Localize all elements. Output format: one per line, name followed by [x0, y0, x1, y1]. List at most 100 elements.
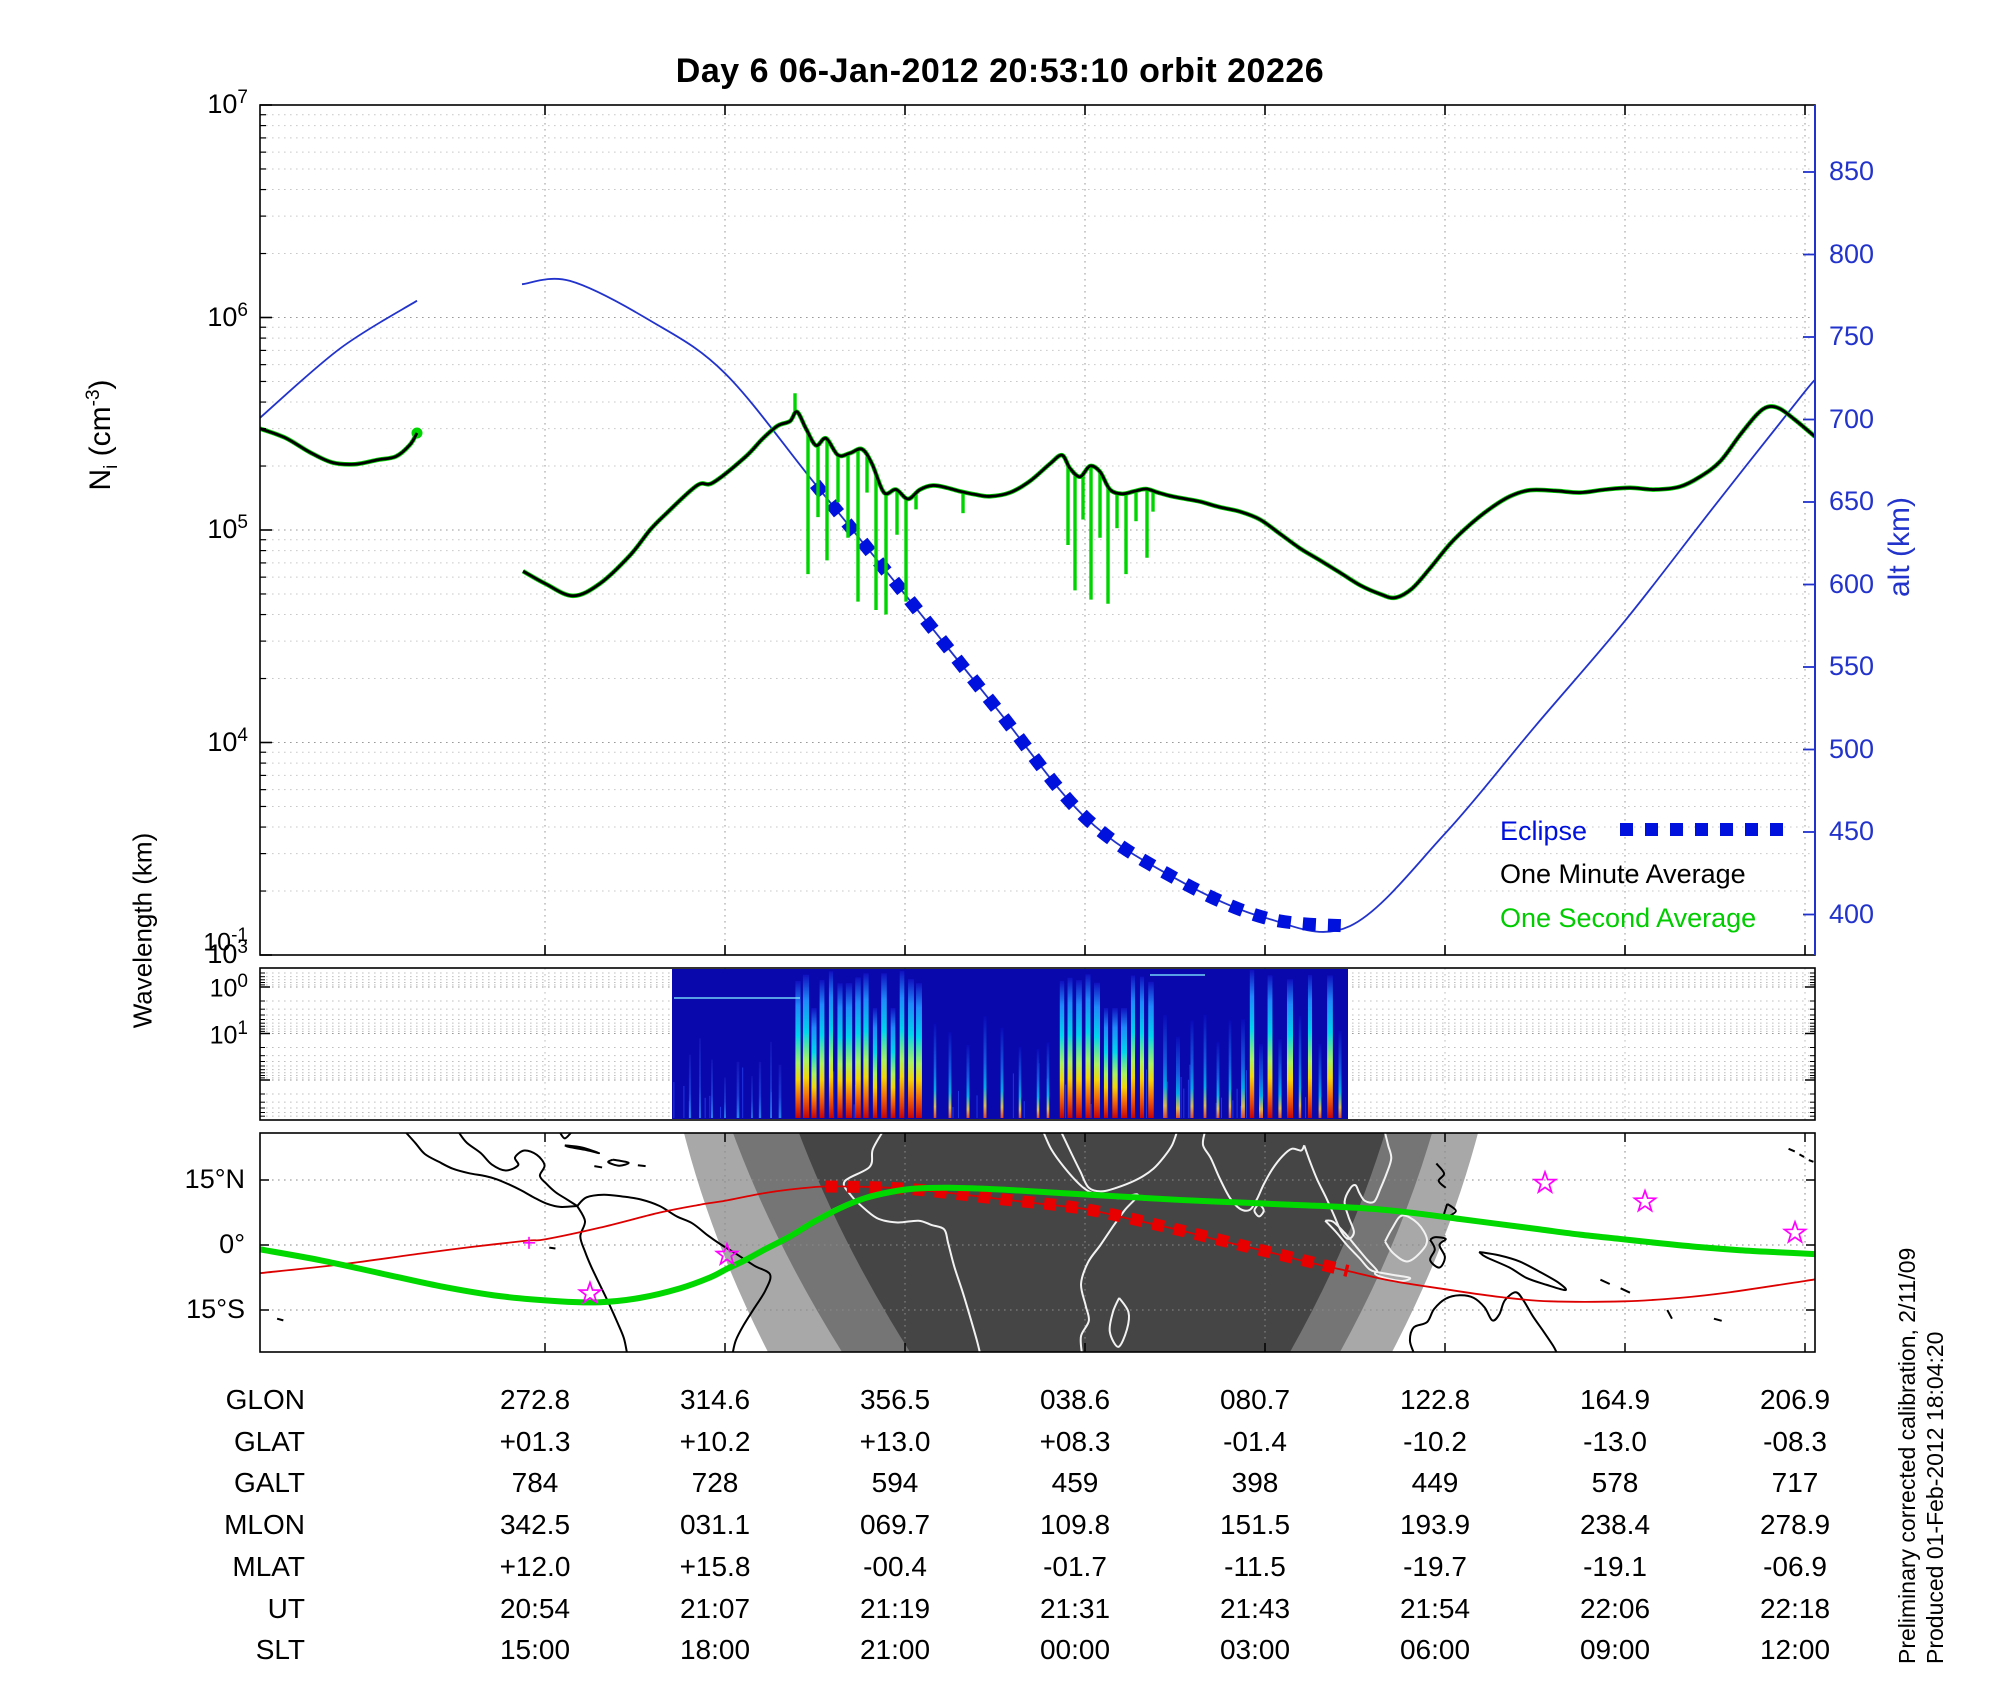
- table-cell-mlon-6: 238.4: [1579, 1509, 1651, 1541]
- legend-one-second-label: One Second Average: [1500, 903, 1757, 933]
- alt-tick-550: 550: [1829, 651, 1875, 681]
- spectrogram-streak: [908, 978, 914, 1118]
- table-cell-mlat-2: -00.4: [863, 1550, 927, 1582]
- coastline: [1798, 1153, 1805, 1158]
- alt-tick-700: 700: [1829, 403, 1875, 434]
- spectrogram-streak: [1176, 1036, 1180, 1118]
- coastline: [405, 1133, 578, 1208]
- spectrogram-streak: [1112, 1008, 1118, 1118]
- table-cell-mlon-3: 109.8: [1039, 1509, 1111, 1541]
- table-cell-slt-5: 06:00: [1399, 1634, 1471, 1666]
- spectrogram-streak: [1228, 1020, 1232, 1118]
- spectrogram-streak: [1067, 977, 1073, 1118]
- table-cell-glon-0: 272.8: [499, 1384, 571, 1415]
- map-plot-area: [260, 1133, 1815, 1352]
- table-cell-galt-6: 578: [1591, 1467, 1639, 1499]
- spectrogram-streak: [811, 1008, 817, 1118]
- table-row-label-glon: GLON: [225, 1384, 305, 1415]
- table-cell-ut-2: 21:19: [859, 1592, 931, 1624]
- spectrogram-block: [672, 969, 1348, 1119]
- one-second-average-line: [521, 404, 1815, 601]
- table-row-label-glat: GLAT: [233, 1425, 305, 1457]
- table-row-label-slt: SLT: [255, 1634, 305, 1666]
- coastline: [458, 1133, 578, 1207]
- spectrogram-streak: [1307, 974, 1313, 1118]
- production-notes: Preliminary corrected calibration, 2/11/…: [1893, 974, 1949, 1664]
- spectrogram-streak: [1203, 1014, 1207, 1118]
- alt-tick-800: 800: [1829, 238, 1875, 269]
- alt-tick-400: 400: [1829, 898, 1875, 929]
- spectrogram-streak: [688, 1054, 692, 1118]
- table-row-label-galt: GALT: [233, 1467, 305, 1499]
- page-title: Day 6 06-Jan-2012 20:53:10 orbit 20226: [675, 52, 1325, 90]
- spectrogram-streak: [890, 1008, 896, 1118]
- wavelength-tick-10e-1: 10-1: [203, 924, 248, 956]
- table-cell-mlat-4: -11.5: [1224, 1550, 1286, 1582]
- coastline: [1666, 1309, 1673, 1320]
- spectrogram-streak: [1249, 970, 1255, 1118]
- coastline: [1303, 1133, 1393, 1240]
- ground-station-star: [577, 1279, 603, 1305]
- coastline: [1253, 1202, 1265, 1218]
- spectrogram-streak: [1338, 1030, 1342, 1118]
- lat-tick-0: 0°: [219, 1229, 245, 1259]
- table-cell-glon-1: 314.6: [679, 1384, 751, 1415]
- spectrogram-streak: [933, 1023, 937, 1118]
- table-cell-glon-4: 080.7: [1219, 1384, 1291, 1415]
- ground-station-star: [1782, 1219, 1808, 1244]
- table-row-label-mlon: MLON: [224, 1509, 305, 1541]
- table-cell-mlon-2: 069.7: [859, 1509, 931, 1541]
- table-row-label-mlat: MLAT: [232, 1550, 305, 1582]
- wavelength-tick-10e0: 100: [209, 971, 248, 1003]
- spectrogram-streak: [899, 970, 905, 1118]
- table-cell-slt-6: 09:00: [1579, 1634, 1651, 1666]
- spectrogram-streak: [1241, 1019, 1245, 1118]
- coastline: [1324, 1219, 1379, 1273]
- table-cell-ut-3: 21:31: [1039, 1592, 1111, 1624]
- spectrogram-streak: [948, 1032, 952, 1118]
- alt-tick-600: 600: [1829, 568, 1875, 599]
- spectrogram-streak: [802, 974, 810, 1118]
- spectrogram-streak: [724, 1077, 726, 1118]
- one-minute-average-line: [260, 427, 419, 466]
- coastline: [1108, 1297, 1131, 1348]
- spectrogram-streak: [855, 977, 861, 1118]
- legend-one-minute-label: One Minute Average: [1500, 859, 1746, 889]
- table-cell-mlon-1: 031.1: [679, 1509, 751, 1541]
- coastline: [1384, 1214, 1429, 1263]
- magnetic-equator-line: [260, 1184, 1815, 1306]
- coastline: [1042, 1133, 1139, 1352]
- spectrogram-streak: [863, 973, 869, 1118]
- coastline: [1435, 1162, 1447, 1189]
- coastline: [576, 1193, 772, 1352]
- spectrogram-streak: [1000, 1027, 1004, 1118]
- table-cell-ut-6: 22:06: [1579, 1592, 1651, 1624]
- alt-axis-label: alt (km): [1883, 497, 1916, 597]
- coastline: [1788, 1147, 1796, 1153]
- legend-eclipse-label: Eclipse: [1500, 816, 1588, 846]
- spectrogram-streak: [819, 979, 825, 1118]
- one-minute-average-line: [522, 404, 1815, 600]
- altitude-line: [521, 277, 1815, 933]
- spectrogram-streak: [1036, 1048, 1040, 1118]
- table-cell-mlat-0: +12.0: [499, 1550, 571, 1582]
- spectrogram-streak: [1318, 1043, 1322, 1118]
- table-cell-glon-3: 038.6: [1039, 1384, 1111, 1415]
- ni-tick-10e5: 105: [207, 512, 248, 544]
- table-cell-ut-7: 22:18: [1759, 1592, 1831, 1624]
- spectrogram-streak: [916, 983, 922, 1118]
- alt-tick-650: 650: [1829, 486, 1875, 516]
- table-row-label-ut: UT: [267, 1592, 305, 1624]
- spectrogram-streak: [837, 983, 843, 1118]
- spectrogram-streak: [795, 980, 801, 1118]
- map-panel-frame: [259, 1132, 1816, 1353]
- table-cell-glon-7: 206.9: [1759, 1384, 1831, 1415]
- note-produced: Produced 01-Feb-2012 18:04:20: [1922, 1331, 1948, 1664]
- table-cell-glat-5: -10.2: [1403, 1425, 1467, 1457]
- coastline: [1620, 1287, 1631, 1294]
- alt-tick-750: 750: [1829, 321, 1875, 351]
- spectrogram-streak: [828, 971, 834, 1118]
- spectrogram-streak: [872, 1008, 878, 1118]
- table-cell-slt-3: 00:00: [1039, 1634, 1111, 1666]
- spectrogram-streak: [881, 973, 887, 1118]
